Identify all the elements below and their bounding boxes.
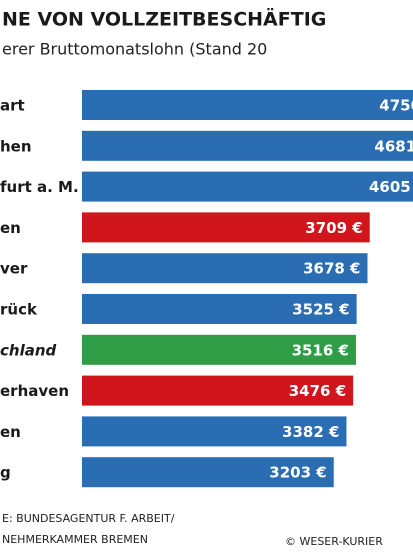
bar <box>82 416 347 447</box>
bar <box>82 212 370 243</box>
value-label: 3516 € <box>292 341 349 359</box>
category-label: en <box>0 219 21 237</box>
credit: © WESER-KURIER <box>285 535 383 548</box>
category-label: g <box>0 464 11 482</box>
category-label: ver <box>0 260 28 278</box>
value-label: 3203 € <box>269 464 326 482</box>
bar <box>82 294 357 324</box>
bar <box>82 171 413 202</box>
category-label: erhaven <box>0 382 69 400</box>
chart-subtitle: erer Bruttomonatslohn (Stand 20 <box>2 40 267 59</box>
bar <box>82 253 368 284</box>
category-label: en <box>0 423 21 441</box>
value-label: 4750 € <box>379 97 413 115</box>
chart-title: NE VON VOLLZEITBESCHÄFTIG <box>2 7 326 31</box>
value-label: 3709 € <box>305 219 362 237</box>
category-label: hen <box>0 137 32 155</box>
value-label: 3525 € <box>292 301 349 319</box>
value-label: 3476 € <box>289 382 346 400</box>
category-label: chland <box>0 341 57 359</box>
category-label: art <box>0 97 25 115</box>
category-label: furt a. M. <box>0 178 79 196</box>
source: NEHMERKAMMER BREMEN <box>2 533 148 546</box>
value-label: 3382 € <box>282 423 339 441</box>
value-label: 3678 € <box>303 260 360 278</box>
category-label: rück <box>0 301 38 319</box>
source: E: BUNDESAGENTUR F. ARBEIT/ <box>2 512 175 525</box>
bar <box>82 375 354 406</box>
bar <box>82 334 356 365</box>
value-label: 4605 € <box>369 178 413 196</box>
bar <box>82 457 334 488</box>
bar <box>82 90 413 120</box>
value-label: 4681 € <box>374 137 413 155</box>
bar <box>82 130 413 161</box>
